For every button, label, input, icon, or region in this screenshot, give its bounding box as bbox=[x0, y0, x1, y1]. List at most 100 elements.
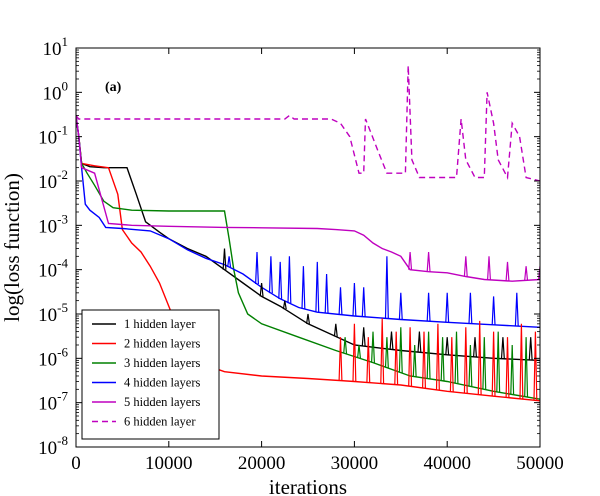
spike-4-hidden-layers bbox=[468, 292, 473, 324]
spike-3-hidden-layers bbox=[468, 344, 473, 387]
y-tick-label: 100 bbox=[43, 78, 69, 104]
spike-3-hidden-layers bbox=[440, 337, 445, 381]
spike-1-hidden-layer bbox=[282, 300, 287, 310]
legend-label-6-hidden-layer: 6 hidden layer bbox=[124, 415, 196, 429]
x-tick-label: 10000 bbox=[145, 453, 193, 474]
spike-1-hidden-layer bbox=[361, 327, 366, 347]
spike-2-hidden-layers bbox=[338, 337, 343, 381]
panel-label: (a) bbox=[105, 80, 122, 95]
y-tick-label: 10-3 bbox=[38, 211, 68, 237]
series-line-5-hidden-layers bbox=[76, 115, 540, 282]
spike-5-hidden-layers bbox=[505, 261, 510, 281]
spike-3-hidden-layers bbox=[524, 337, 529, 397]
spike-2-hidden-layers bbox=[435, 323, 440, 391]
y-tick-label: 10-2 bbox=[38, 167, 68, 193]
spike-3-hidden-layers bbox=[496, 331, 501, 393]
x-tick-label: 0 bbox=[71, 453, 81, 474]
spike-4-hidden-layers bbox=[278, 261, 283, 299]
spike-1-hidden-layer bbox=[473, 337, 477, 357]
spike-2-hidden-layers bbox=[380, 318, 385, 384]
spike-2-hidden-layers bbox=[394, 331, 399, 385]
spike-3-hidden-layers bbox=[343, 337, 348, 354]
spike-4-hidden-layers bbox=[491, 296, 496, 325]
spike-3-hidden-layers bbox=[426, 331, 431, 379]
spike-layer bbox=[222, 248, 540, 401]
spike-4-hidden-layers bbox=[255, 251, 259, 285]
spike-4-hidden-layers bbox=[338, 287, 343, 315]
spike-4-hidden-layers bbox=[426, 292, 431, 322]
spike-3-hidden-layers bbox=[412, 344, 417, 377]
spike-2-hidden-layers bbox=[519, 323, 524, 400]
x-tick-label: 30000 bbox=[331, 453, 379, 474]
y-tick-label: 10-4 bbox=[38, 256, 68, 282]
series-layer bbox=[76, 65, 540, 402]
spike-4-hidden-layers bbox=[514, 292, 519, 327]
spike-2-hidden-layers bbox=[422, 331, 426, 389]
legend-label-1-hidden-layer: 1 hidden layer bbox=[124, 317, 196, 331]
legend: 1 hidden layer 2 hidden layers 3 hidden la… bbox=[81, 309, 220, 440]
spike-5-hidden-layers bbox=[524, 266, 529, 281]
spike-2-hidden-layers bbox=[505, 337, 510, 398]
spike-3-hidden-layers bbox=[454, 331, 459, 384]
spike-5-hidden-layers bbox=[426, 251, 431, 272]
spike-1-hidden-layer bbox=[259, 282, 264, 297]
y-tick-label: 10-5 bbox=[38, 300, 68, 326]
series-line-4-hidden-layers bbox=[76, 115, 540, 328]
legend-label-5-hidden-layers: 5 hidden layers bbox=[124, 395, 201, 409]
spike-3-hidden-layers bbox=[357, 344, 361, 359]
legend-label-2-hidden-layers: 2 hidden layers bbox=[124, 337, 201, 351]
tick-layer: 0 10000 20000 30000 40000 50000 10-8 10-7 10-6 10… bbox=[38, 34, 564, 474]
spike-1-hidden-layer bbox=[417, 331, 422, 353]
x-tick-label: 20000 bbox=[238, 453, 286, 474]
spike-4-hidden-layers bbox=[361, 287, 366, 317]
spike-4-hidden-layers bbox=[445, 292, 450, 323]
spike-1-hidden-layer bbox=[333, 323, 338, 337]
plot-frame bbox=[75, 47, 541, 448]
spike-4-hidden-layers bbox=[384, 256, 389, 319]
spike-4-hidden-layers bbox=[227, 256, 232, 268]
spike-1-hidden-layer bbox=[306, 313, 310, 324]
spike-3-hidden-layers bbox=[482, 337, 487, 390]
spike-2-hidden-layers bbox=[366, 337, 371, 383]
spike-5-hidden-layers bbox=[487, 256, 491, 280]
y-tick-label: 10-6 bbox=[38, 344, 68, 370]
series-line-1-hidden-layer bbox=[76, 115, 540, 362]
spike-4-hidden-layers bbox=[287, 256, 292, 304]
series-line-3-hidden-layers bbox=[76, 115, 540, 400]
spike-2-hidden-layers bbox=[449, 337, 454, 392]
spike-2-hidden-layers bbox=[491, 331, 496, 397]
y-tick-label: 101 bbox=[43, 34, 69, 60]
series-line-2-hidden-layers bbox=[76, 115, 540, 402]
spike-4-hidden-layers bbox=[301, 266, 306, 309]
spike-2-hidden-layers bbox=[463, 327, 468, 394]
x-tick-label: 40000 bbox=[423, 453, 471, 474]
spike-4-hidden-layers bbox=[324, 273, 329, 314]
spike-1-hidden-layer bbox=[528, 337, 533, 361]
spike-5-hidden-layers bbox=[408, 251, 413, 270]
spike-2-hidden-layers bbox=[408, 327, 413, 387]
spike-4-hidden-layers bbox=[315, 261, 320, 313]
legend-box bbox=[81, 309, 220, 440]
legend-label-3-hidden-layers: 3 hidden layers bbox=[124, 356, 201, 370]
y-tick-label: 10-8 bbox=[38, 433, 68, 459]
spike-2-hidden-layers bbox=[477, 320, 482, 395]
x-tick-label: 50000 bbox=[516, 453, 564, 474]
y-axis-title: log(loss function) bbox=[0, 173, 24, 322]
spike-2-hidden-layers bbox=[533, 331, 538, 401]
spike-1-hidden-layer bbox=[445, 337, 450, 355]
spike-2-hidden-layers bbox=[352, 323, 357, 382]
y-tick-label: 10-7 bbox=[38, 389, 68, 415]
spike-1-hidden-layer bbox=[500, 337, 505, 359]
spike-3-hidden-layers bbox=[384, 337, 389, 368]
series-line-6-hidden-layer bbox=[76, 65, 540, 182]
spike-3-hidden-layers bbox=[510, 344, 515, 395]
spike-1-hidden-layer bbox=[222, 248, 227, 270]
spike-1-hidden-layer bbox=[389, 331, 394, 350]
spike-4-hidden-layers bbox=[398, 292, 403, 320]
spike-3-hidden-layers bbox=[371, 331, 375, 363]
spike-4-hidden-layers bbox=[352, 282, 357, 317]
spike-4-hidden-layers bbox=[268, 256, 273, 294]
spike-5-hidden-layers bbox=[538, 266, 540, 280]
legend-label-4-hidden-layers: 4 hidden layers bbox=[124, 376, 201, 390]
